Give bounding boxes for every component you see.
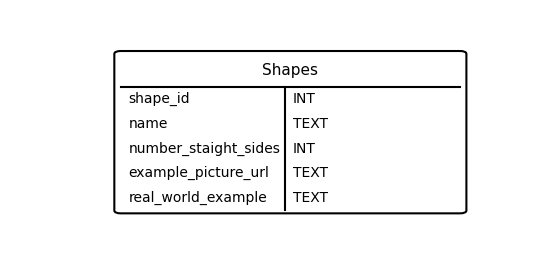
- Text: TEXT: TEXT: [293, 117, 328, 131]
- FancyBboxPatch shape: [114, 51, 466, 213]
- Text: TEXT: TEXT: [293, 166, 328, 180]
- Text: TEXT: TEXT: [293, 191, 328, 205]
- Text: shape_id: shape_id: [129, 92, 190, 106]
- Text: INT: INT: [293, 92, 316, 106]
- Text: INT: INT: [293, 142, 316, 156]
- Text: Shapes: Shapes: [263, 63, 319, 78]
- Text: example_picture_url: example_picture_url: [129, 166, 269, 180]
- Text: real_world_example: real_world_example: [129, 191, 267, 205]
- Text: name: name: [129, 117, 168, 131]
- Text: number_staight_sides: number_staight_sides: [129, 141, 280, 156]
